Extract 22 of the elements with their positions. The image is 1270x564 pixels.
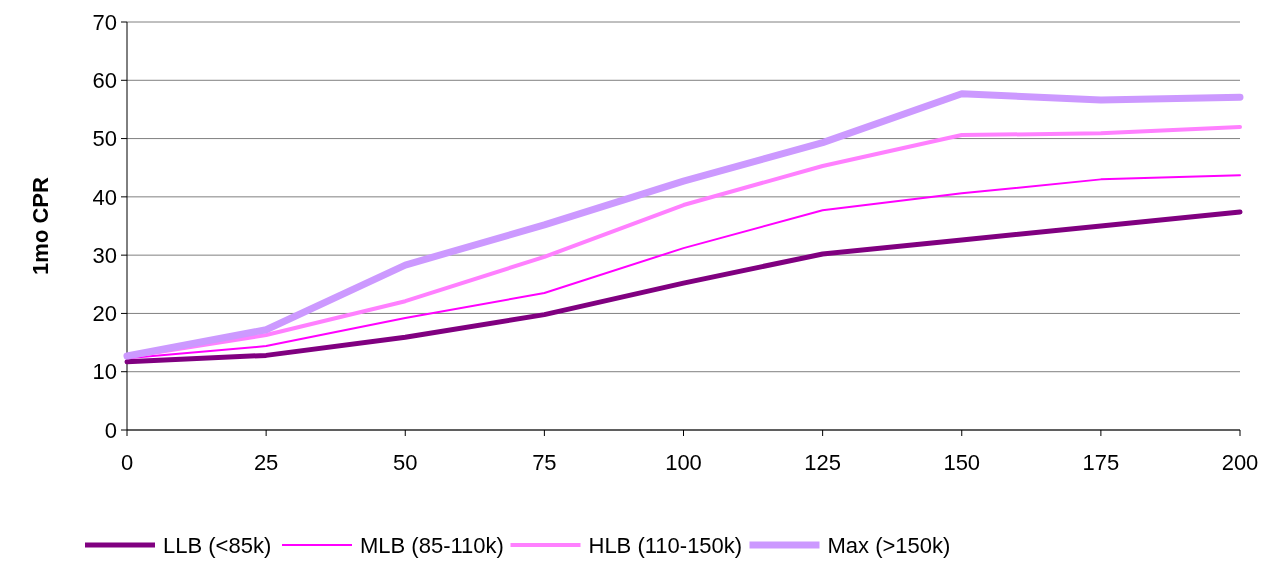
y-tick-label: 10 xyxy=(92,359,117,385)
y-tick-label: 50 xyxy=(92,126,117,152)
x-tick-label: 175 xyxy=(1082,450,1120,475)
y-tick-label: 0 xyxy=(104,417,117,443)
x-tick-label: 100 xyxy=(665,450,702,475)
y-tick-label: 70 xyxy=(92,9,117,35)
x-tick-label: 125 xyxy=(804,450,841,475)
legend-label: MLB (85-110k) xyxy=(360,532,504,558)
y-tick-label: 60 xyxy=(92,67,117,93)
y-tick-label: 40 xyxy=(92,184,117,210)
y-tick-label: 30 xyxy=(92,242,117,268)
legend-label: Max (>150k) xyxy=(827,532,951,558)
legend-label: HLB (110-150k) xyxy=(588,532,743,558)
x-tick-label: 50 xyxy=(393,450,418,475)
x-tick-label: 0 xyxy=(120,450,134,475)
y-tick-label: 20 xyxy=(92,301,117,327)
x-tick-label: 25 xyxy=(253,450,279,475)
x-tick-label: 200 xyxy=(1221,450,1259,475)
y-axis-title: 1mo CPR xyxy=(28,176,53,275)
x-tick-label: 75 xyxy=(532,450,557,475)
legend-label: LLB (<85k) xyxy=(163,532,272,558)
x-tick-label: 150 xyxy=(943,450,981,475)
